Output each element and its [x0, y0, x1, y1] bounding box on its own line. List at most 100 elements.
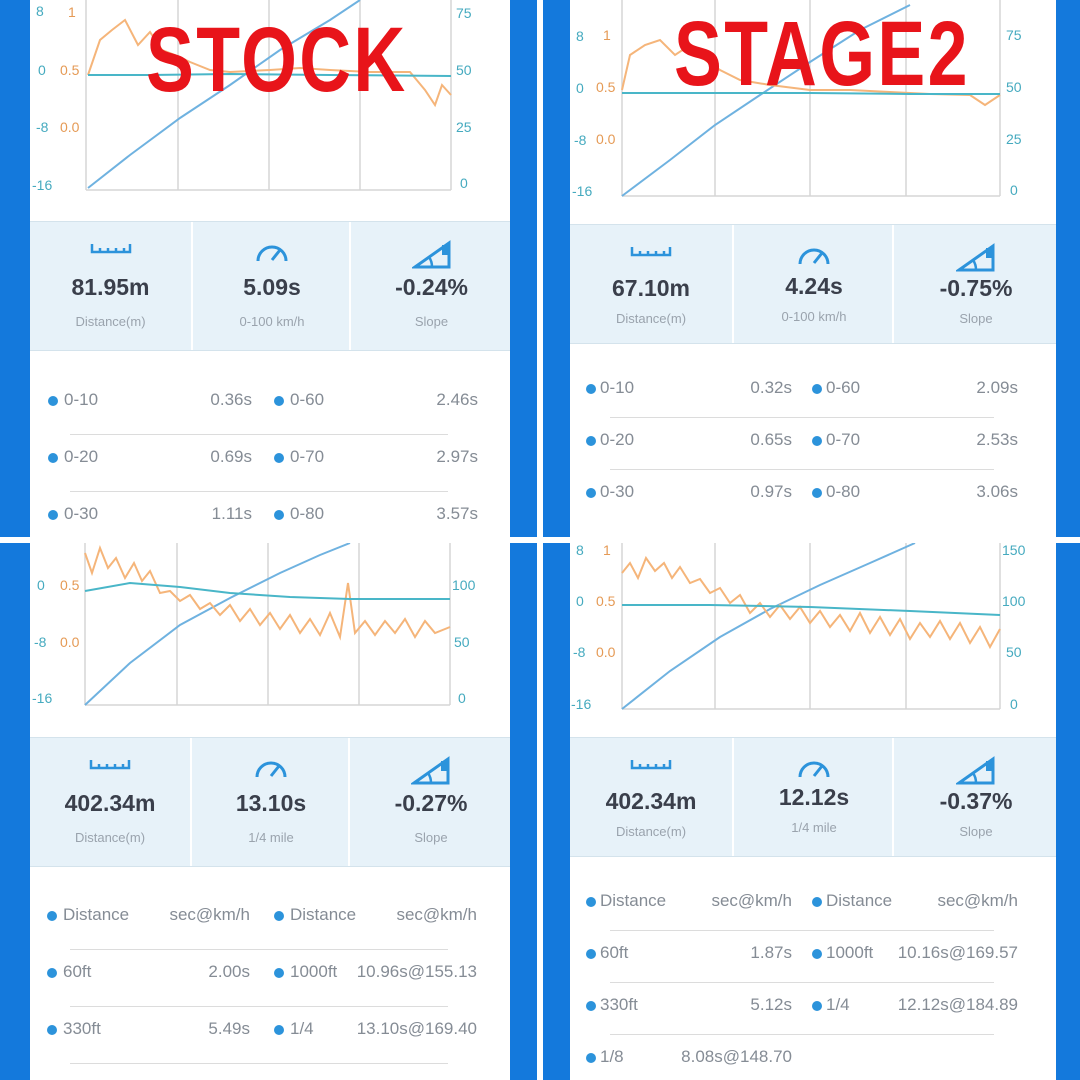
- split-label: 0-60: [826, 378, 861, 397]
- axis-left-tick: 0: [37, 577, 45, 593]
- bullet-dot: [48, 453, 58, 463]
- bullet-dot: [274, 911, 284, 921]
- gforce-trace: [621, 555, 1001, 650]
- acceleration-chart: [621, 0, 1001, 197]
- stat-label: Slope: [414, 314, 449, 329]
- split-row: 0-20 0.65s 0-70 2.53s: [570, 418, 1056, 470]
- axis-outer-tick: 1: [603, 27, 611, 43]
- split-value: 13.10s@169.40: [356, 1019, 477, 1038]
- stock-title: STOCK: [146, 9, 408, 111]
- stat-label: 1/4 mile: [248, 830, 294, 845]
- axis-right-tick: 100: [452, 577, 476, 593]
- axis-left-tick: 0: [576, 80, 584, 96]
- bullet-dot: [274, 968, 284, 978]
- bullet-dot: [48, 396, 58, 406]
- axis-right-tick: 100: [1002, 593, 1026, 609]
- stat-label: Distance(m): [615, 311, 687, 326]
- split-label: Distance: [63, 905, 130, 924]
- axis-left-tick: -16: [571, 696, 592, 712]
- split-label: 1/4: [290, 1019, 314, 1038]
- stat-value: 4.24s: [785, 273, 843, 299]
- speedometer-icon: [256, 245, 288, 262]
- split-row: Distance sec@km/h Distance sec@km/h: [30, 893, 510, 950]
- bullet-dot: [274, 1025, 284, 1035]
- stat-label: Slope: [959, 824, 993, 839]
- axis-left-tick: -8: [574, 132, 587, 148]
- axis-right-tick: 75: [456, 5, 472, 21]
- axis-right-tick: 50: [1006, 79, 1022, 95]
- speed-trace: [621, 543, 916, 710]
- split-value: 5.49s: [208, 1019, 250, 1038]
- axis-right-tick: 50: [454, 634, 470, 650]
- split-value: 0.36s: [210, 390, 252, 409]
- stat-value: 402.34m: [64, 790, 156, 816]
- axis-outer-tick: 0.0: [596, 131, 616, 147]
- stat-value: 5.09s: [243, 274, 301, 300]
- axis-left-tick: -8: [36, 119, 49, 135]
- axis-right-tick: 75: [1006, 27, 1022, 43]
- axis-right-tick: 50: [456, 62, 472, 78]
- bullet-dot: [812, 897, 822, 907]
- ruler-icon: [630, 760, 672, 770]
- stats-bar: 402.34m Distance(m) 13.10s 1/4 mile -0.2…: [30, 737, 510, 867]
- stat-slope: -0.37% Slope: [892, 738, 1056, 856]
- stats-bar: 81.95m Distance(m) 5.09s 0-100 km/h -0.2…: [30, 221, 510, 351]
- slope-trace: [622, 92, 1000, 95]
- stat-distance: 81.95m Distance(m): [30, 222, 191, 350]
- stat-value: -0.24%: [395, 274, 468, 300]
- split-label: 0-70: [826, 430, 861, 449]
- bullet-dot: [812, 949, 822, 959]
- split-value: 3.57s: [436, 504, 478, 523]
- split-value: 10.96s@155.13: [356, 962, 477, 981]
- split-row: 0-20 0.69s 0-70 2.97s: [30, 435, 510, 492]
- panel-stock-bottom: 0 -8 -16 0.5 0.0 100 50 0 402.34m Distan…: [30, 543, 510, 1080]
- split-label: 0-10: [64, 390, 99, 409]
- stat-value: -0.27%: [394, 790, 468, 816]
- gforce-trace: [87, 18, 452, 108]
- split-label: 0-60: [290, 390, 325, 409]
- split-value: sec@km/h: [937, 891, 1018, 910]
- split-label: 330ft: [600, 995, 638, 1014]
- gforce-trace: [84, 545, 451, 641]
- axis-right-tick: 50: [1006, 644, 1022, 660]
- axis-outer-tick: 0.5: [60, 577, 80, 593]
- axis-right-tick: 0: [458, 690, 466, 706]
- split-value: 2.46s: [436, 390, 478, 409]
- stat-slope: -0.27% Slope: [348, 738, 510, 866]
- acceleration-chart: [85, 0, 452, 191]
- speedometer-icon: [798, 248, 830, 265]
- bullet-dot: [586, 384, 596, 394]
- bullet-dot: [47, 911, 57, 921]
- quarter-mile-chart: [84, 543, 451, 706]
- split-value: sec@km/h: [169, 905, 250, 924]
- axis-right-tick: 25: [1006, 131, 1022, 147]
- split-row: 60ft 2.00s 1000ft 10.96s@155.13: [30, 950, 510, 1007]
- split-label: 1/8: [600, 1047, 624, 1066]
- stat-time: 12.12s 1/4 mile: [732, 738, 894, 856]
- split-row: 0-30 0.97s 0-80 3.06s: [570, 470, 1056, 522]
- split-value: sec@km/h: [396, 905, 477, 924]
- bullet-dot: [47, 1025, 57, 1035]
- bullet-dot: [47, 968, 57, 978]
- stat-time: 13.10s 1/4 mile: [190, 738, 350, 866]
- stat-value: 12.12s: [778, 784, 850, 810]
- axis-outer-tick: 0.0: [596, 644, 616, 660]
- split-label: 0-20: [600, 430, 635, 449]
- axis-outer-tick: 0.5: [60, 62, 80, 78]
- split-row: 330ft 5.49s 1/4 13.10s@169.40: [30, 1007, 510, 1064]
- axis-outer-tick: 0.0: [60, 119, 80, 135]
- stat-label: Slope: [959, 311, 993, 326]
- split-label: Distance: [600, 891, 667, 910]
- stat-label: Distance(m): [74, 830, 146, 845]
- stage2-title: STAGE2: [674, 3, 970, 105]
- split-label: 1000ft: [826, 943, 874, 962]
- ruler-icon: [90, 244, 131, 254]
- split-value: 1.11s: [211, 504, 252, 523]
- stat-value: 67.10m: [611, 275, 690, 301]
- stat-time: 4.24s 0-100 km/h: [732, 225, 894, 343]
- axis-left-tick: 8: [576, 28, 584, 44]
- split-label: 0-80: [290, 504, 325, 523]
- split-value: 8.08s@148.70: [681, 1047, 792, 1066]
- bullet-dot: [812, 1001, 822, 1011]
- split-value: 3.06s: [976, 482, 1018, 501]
